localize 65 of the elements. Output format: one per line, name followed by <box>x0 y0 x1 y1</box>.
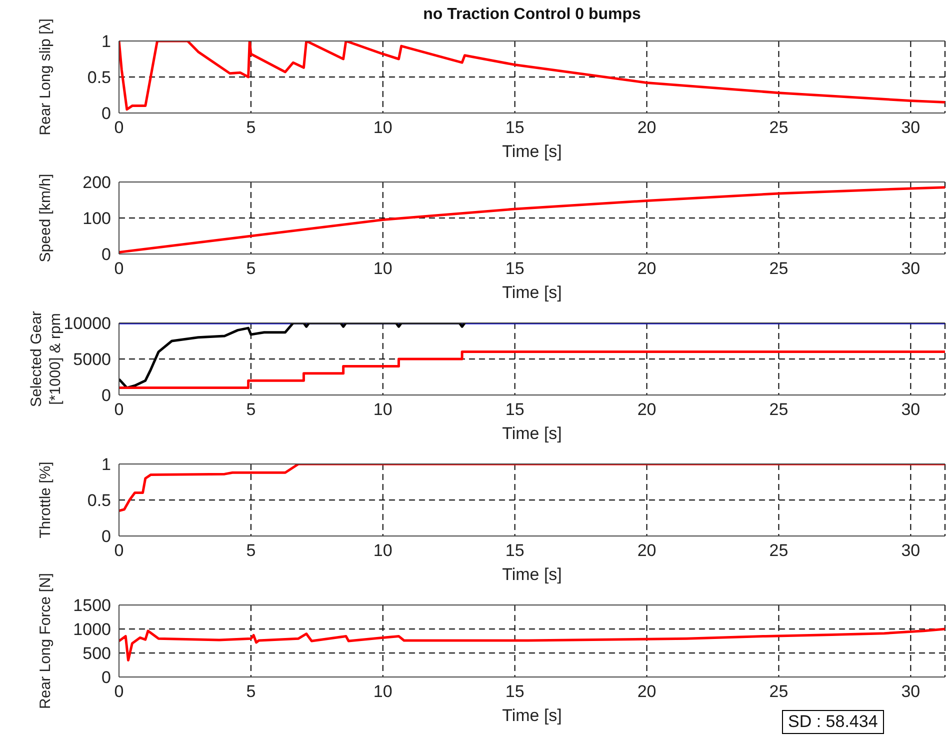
x-tick-label: 25 <box>769 541 788 560</box>
y-tick-label: 100 <box>82 209 111 228</box>
y-tick-label: 500 <box>82 644 111 664</box>
x-tick-label: 0 <box>114 541 124 560</box>
x-axis-title: Time [s] <box>502 424 562 443</box>
y-tick-label: 1000 <box>73 620 111 640</box>
x-tick-label: 20 <box>637 682 656 702</box>
x-tick-label: 5 <box>246 541 256 560</box>
y-tick-label: 10000 <box>64 314 111 334</box>
y-axis-title: Rear Long Force [N] <box>37 573 54 709</box>
x-axis-title: Time [s] <box>502 706 562 725</box>
x-tick-label: 0 <box>114 400 124 420</box>
x-tick-label: 0 <box>114 682 124 702</box>
x-tick-label: 5 <box>246 682 256 702</box>
x-tick-label: 15 <box>505 682 524 702</box>
x-axis-title: Time [s] <box>502 565 562 584</box>
y-tick-label: 0 <box>102 386 111 406</box>
x-axis-title: Time [s] <box>502 142 562 161</box>
x-tick-label: 25 <box>769 118 788 138</box>
x-tick-label: 25 <box>769 400 788 420</box>
x-tick-label: 15 <box>505 118 524 138</box>
x-tick-label: 25 <box>769 259 788 278</box>
x-tick-label: 10 <box>373 400 392 420</box>
y-tick-label: 0.5 <box>87 491 111 510</box>
y-axis-title: Throttle [%] <box>37 462 54 538</box>
x-tick-label: 5 <box>246 118 256 138</box>
y-tick-label: 5000 <box>73 350 111 370</box>
x-tick-label: 15 <box>505 541 524 560</box>
x-tick-label: 10 <box>373 682 392 702</box>
x-tick-label: 30 <box>901 400 920 420</box>
y-axis-title: Speed [km/h] <box>37 174 54 262</box>
x-tick-label: 20 <box>637 259 656 278</box>
y-tick-label: 1 <box>102 455 111 474</box>
y-axis-title: Rear Long slip [λ] <box>37 18 54 136</box>
x-tick-label: 10 <box>373 259 392 278</box>
chart-title: no Traction Control 0 bumps <box>422 6 642 24</box>
line-series <box>119 41 945 111</box>
x-tick-label: 20 <box>637 118 656 138</box>
line-series <box>119 628 945 662</box>
x-tick-label: 25 <box>769 682 788 702</box>
x-axis-title: Time [s] <box>502 283 562 302</box>
x-tick-label: 20 <box>637 541 656 560</box>
x-tick-label: 20 <box>637 400 656 420</box>
y-tick-label: 0 <box>102 668 111 688</box>
x-tick-label: 10 <box>373 118 392 138</box>
x-tick-label: 30 <box>901 118 920 138</box>
x-tick-label: 30 <box>901 541 920 560</box>
y-tick-label: 0 <box>102 245 111 264</box>
x-tick-label: 15 <box>505 259 524 278</box>
y-tick-label: 0.5 <box>87 68 111 88</box>
x-tick-label: 15 <box>505 400 524 420</box>
x-tick-label: 0 <box>114 259 124 278</box>
y-tick-label: 0 <box>102 527 111 546</box>
x-tick-label: 5 <box>246 400 256 420</box>
y-tick-label: 200 <box>82 173 111 192</box>
y-tick-label: 1500 <box>73 596 111 616</box>
y-tick-label: 1 <box>102 32 111 52</box>
x-tick-label: 0 <box>114 118 124 138</box>
y-axis-title: Selected Gear [*1000] & rpm <box>28 311 64 407</box>
x-tick-label: 30 <box>901 259 920 278</box>
x-tick-label: 10 <box>373 541 392 560</box>
x-tick-label: 5 <box>246 259 256 278</box>
y-tick-label: 0 <box>102 104 111 124</box>
text: SD : 58.434 <box>782 710 884 734</box>
x-tick-label: 30 <box>901 682 920 702</box>
